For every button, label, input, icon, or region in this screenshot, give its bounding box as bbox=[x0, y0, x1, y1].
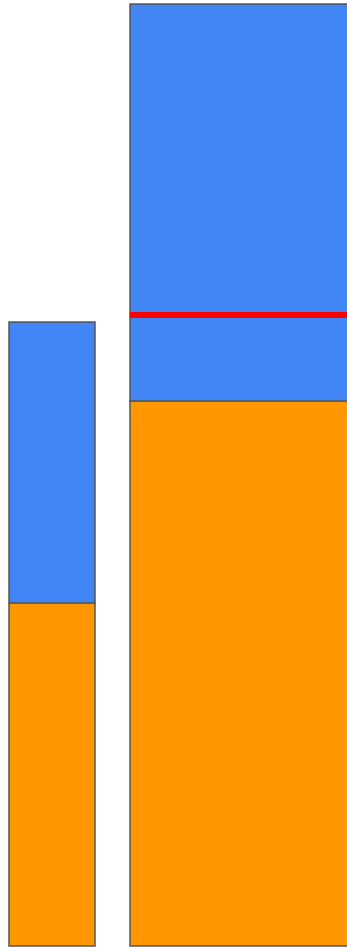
bar-segment-2-series-2 bbox=[129, 3, 347, 402]
bar-segment-2-series-1 bbox=[129, 400, 347, 947]
bar-segment-1-series-1 bbox=[8, 602, 96, 947]
bar-segment-1-series-2 bbox=[8, 321, 96, 604]
